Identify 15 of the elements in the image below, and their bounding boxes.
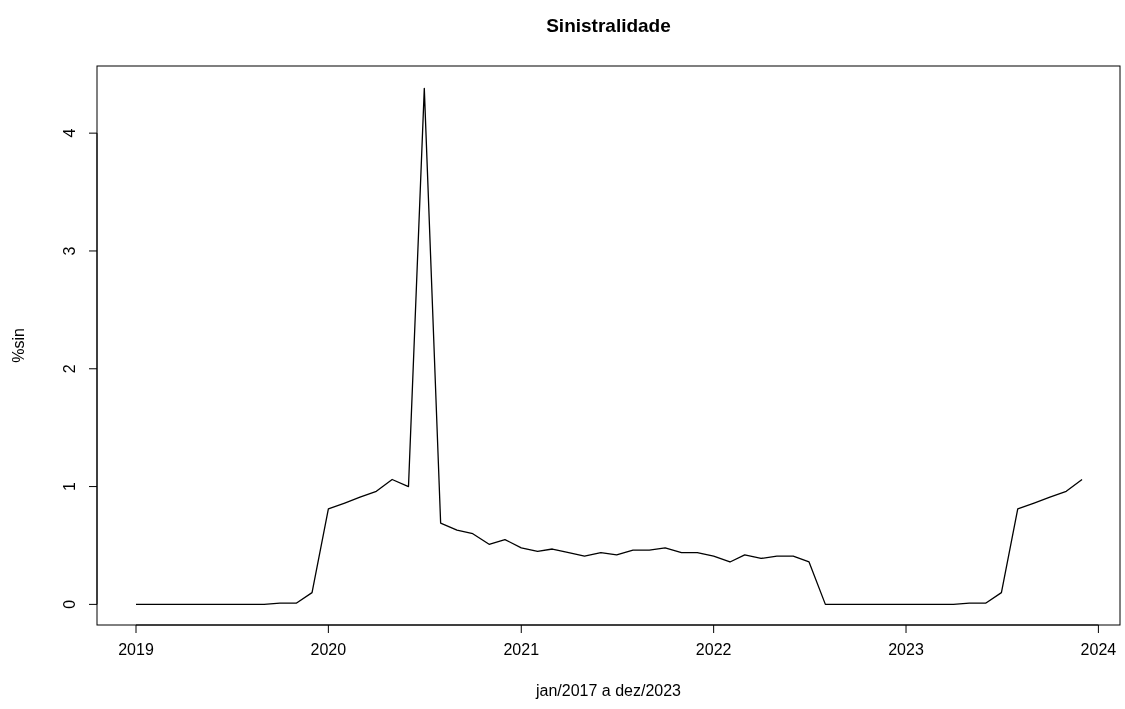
y-axis-title: %sin — [10, 328, 27, 363]
x-tick-label: 2024 — [1080, 641, 1117, 658]
x-tick-label: 2020 — [310, 641, 347, 658]
line-series — [135, 87, 1083, 606]
y-tick-label: 1 — [61, 482, 78, 492]
y-tick-label: 3 — [61, 246, 78, 256]
x-tick-label: 2021 — [503, 641, 540, 658]
x-tick-label: 2023 — [888, 641, 924, 658]
chart-title: Sinistralidade — [546, 15, 671, 36]
y-tick-label: 0 — [61, 599, 78, 609]
x-axis-title: jan/2017 a dez/2023 — [534, 682, 682, 699]
x-tick-label: 2019 — [118, 641, 154, 658]
y-tick-label: 4 — [61, 128, 78, 138]
y-tick-label: 2 — [61, 364, 78, 374]
x-tick-label: 2022 — [695, 641, 732, 658]
